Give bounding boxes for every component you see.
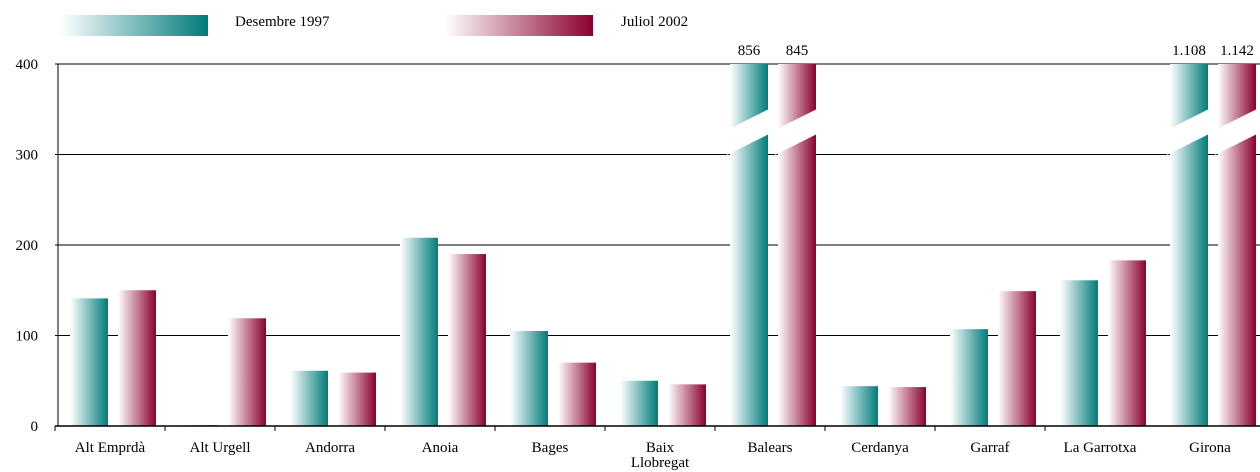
bar-baix-llobregat-s1	[668, 384, 706, 426]
axis-break-girona-s1	[1215, 108, 1259, 155]
legend-label-s0: Desembre 1997	[235, 14, 330, 30]
y-axis: 0 100 200 300 400	[16, 57, 60, 435]
data-label-girona-s0: 1.108	[1172, 43, 1206, 59]
x-tick-label-garraf: Garraf	[970, 440, 1009, 456]
x-tick-label-girona: Girona	[1189, 440, 1231, 456]
legend: Desembre 1997 Juliol 2002	[60, 14, 688, 36]
x-tick-label-baix-llobregat-line2: Llobregat	[631, 455, 690, 471]
legend-swatch-s1	[445, 15, 593, 36]
y-tick-label-0: 0	[31, 419, 39, 435]
bar-alt-emprdà-s1	[118, 290, 156, 426]
data-label-balears-s0: 856	[738, 43, 761, 59]
legend-label-s1: Juliol 2002	[621, 14, 688, 30]
data-label-balears-s1: 845	[786, 43, 809, 59]
x-tick-label-cerdanya: Cerdanya	[851, 440, 909, 456]
bar-anoia-s1	[448, 254, 486, 426]
bar-bages-s0	[510, 330, 548, 426]
data-label-girona-s1: 1.142	[1220, 43, 1254, 59]
x-tick-label-baix-llobregat: Baix	[646, 440, 675, 456]
y-tick-label-300: 300	[16, 148, 39, 164]
legend-swatch-s0	[60, 15, 208, 36]
bar-alt-urgell-s1	[228, 318, 266, 426]
bar-bages-s1	[558, 362, 596, 426]
x-axis: Alt Emprdà Alt Urgell Andorra Anoia Bages Bai…	[54, 425, 1260, 471]
bar-cerdanya-s0	[840, 386, 878, 426]
x-tick-label-la-garrotxa: La Garrotxa	[1064, 440, 1137, 456]
y-tick-label-400: 400	[16, 57, 39, 73]
x-tick-label-balears: Balears	[748, 440, 793, 456]
x-tick-label-bages: Bages	[532, 440, 569, 456]
axis-break-balears-s1	[775, 108, 819, 155]
bar-alt-emprdà-s0	[70, 298, 108, 426]
gridlines	[58, 63, 1260, 336]
x-tick-label-alt-urgell: Alt Urgell	[190, 440, 251, 456]
bars: 856 845 1.108 1.142	[70, 43, 1259, 427]
bar-baix-llobregat-s0	[620, 380, 658, 426]
x-tick-label-alt-emprdà: Alt Emprdà	[75, 440, 146, 456]
bar-la-garrotxa-s1	[1108, 260, 1146, 426]
bar-garraf-s0	[950, 329, 988, 426]
axis-break-balears-s0	[727, 108, 771, 155]
bar-garraf-s1	[998, 291, 1036, 426]
y-tick-label-200: 200	[16, 238, 39, 254]
bar-cerdanya-s1	[888, 387, 926, 426]
bar-anoia-s0	[400, 237, 438, 426]
bar-andorra-s1	[338, 372, 376, 426]
x-tick-label-andorra: Andorra	[305, 440, 355, 456]
bar-la-garrotxa-s0	[1060, 280, 1098, 426]
x-tick-label-anoia: Anoia	[422, 440, 459, 456]
axis-break-girona-s0	[1167, 108, 1211, 155]
bar-andorra-s0	[290, 370, 328, 426]
y-tick-label-100: 100	[16, 329, 39, 345]
